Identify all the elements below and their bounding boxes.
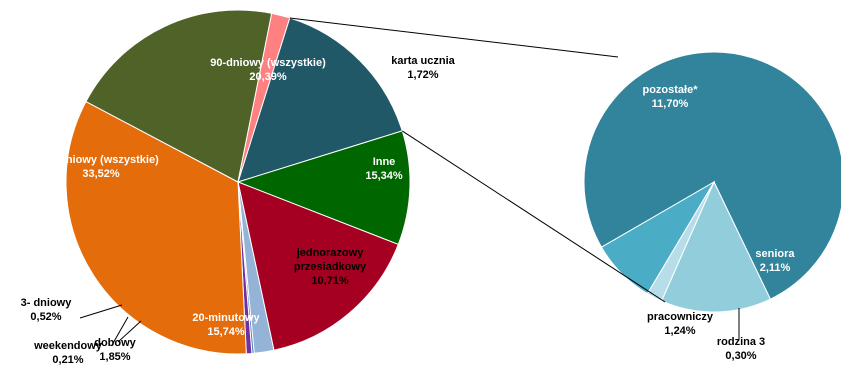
slice-seniora	[660, 180, 772, 313]
data-label-rodzina-3: rodzina 3 0,30%	[717, 336, 765, 362]
data-label-seniora: seniora 2,11%	[755, 248, 795, 274]
connector-line-bottom	[401, 130, 666, 303]
data-label-90-dniowy-wszystkie: 90-dniowy (wszystkie) 20,39%	[210, 57, 326, 83]
main-pie	[65, 9, 411, 355]
leader-line-3-dniowy	[79, 304, 123, 319]
data-label-weekendowy: weekendowy 0,21%	[33, 340, 103, 366]
data-label-20-minutowy: 20-minutowy 15,74%	[192, 312, 260, 338]
slice-pozosta-e	[583, 51, 841, 300]
data-label-jednorazowy-przesiadkowy: jednorazowy przesiadkowy 10,71%	[294, 247, 367, 287]
connector-line-top	[289, 17, 619, 58]
data-label-inne: Inne 15,34%	[365, 156, 403, 182]
slice-karta-ucznia	[237, 12, 291, 183]
data-label-30-dniowy-wszystkie: 30-dniowy (wszystkie) 33,52%	[43, 154, 159, 180]
data-label-pracowniczy: pracowniczy 1,24%	[647, 311, 714, 337]
slice-inne	[237, 17, 403, 183]
slice-20-minutowy	[237, 181, 399, 351]
leader-line-weekendowy	[111, 316, 129, 346]
data-label-3-dniowy: 3- dniowy 0,52%	[21, 297, 73, 323]
slice-30-dniowy-wszystkie	[65, 100, 247, 355]
data-label-pozosta-e: pozostałe* 11,70%	[642, 84, 698, 110]
slice-jednorazowy-przesiadkowy	[236, 130, 411, 246]
leader-line-dobowy	[117, 320, 142, 343]
data-label-dobowy: dobowy 1,85%	[94, 337, 136, 363]
secondary-pie	[583, 51, 841, 313]
slice-90-dniowy-wszystkie	[85, 9, 273, 183]
data-label-karta-ucznia: karta ucznia 1,72%	[391, 55, 455, 81]
